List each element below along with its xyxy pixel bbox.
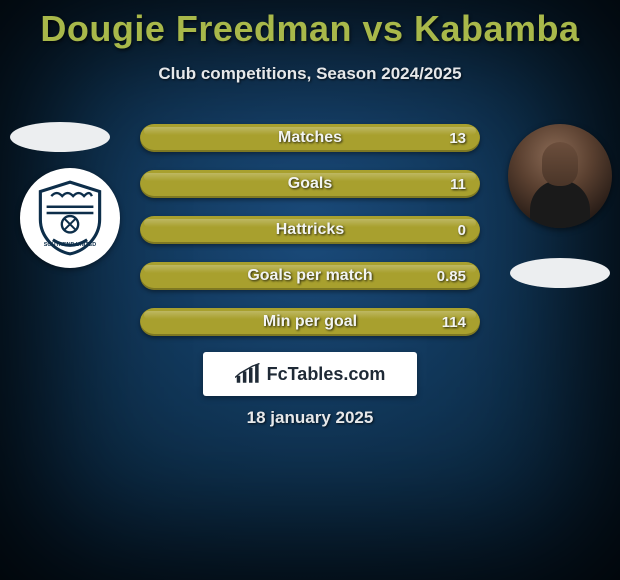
stat-bar: Matches 13	[140, 124, 480, 152]
stat-value: 0	[458, 216, 466, 244]
stat-label: Hattricks	[140, 216, 480, 244]
stat-value: 0.85	[437, 262, 466, 290]
brand-name: FcTables	[267, 364, 344, 384]
right-ellipse	[510, 258, 610, 288]
stat-bars: Matches 13 Goals 11 Hattricks 0 Goals pe…	[140, 124, 480, 354]
stat-label: Goals per match	[140, 262, 480, 290]
stat-value: 13	[449, 124, 466, 152]
stat-bar: Goals 11	[140, 170, 480, 198]
brand-suffix: .com	[343, 364, 385, 384]
left-ellipse	[10, 122, 110, 152]
stat-label: Matches	[140, 124, 480, 152]
stat-label: Goals	[140, 170, 480, 198]
page-title: Dougie Freedman vs Kabamba	[0, 0, 620, 50]
stat-bar: Min per goal 114	[140, 308, 480, 336]
svg-text:SOUTHEND UNITED: SOUTHEND UNITED	[44, 242, 96, 248]
subtitle: Club competitions, Season 2024/2025	[0, 64, 620, 84]
stat-bar: Hattricks 0	[140, 216, 480, 244]
stat-bar: Goals per match 0.85	[140, 262, 480, 290]
player-avatar-right	[508, 124, 612, 228]
date-label: 18 january 2025	[0, 408, 620, 428]
club-badge-left: SOUTHEND UNITED	[20, 168, 120, 268]
brand-text: FcTables.com	[267, 364, 386, 385]
stat-value: 11	[450, 170, 466, 198]
content: Dougie Freedman vs Kabamba Club competit…	[0, 0, 620, 580]
stat-value: 114	[442, 308, 466, 336]
brand-card: FcTables.com	[203, 352, 417, 396]
shield-icon: SOUTHEND UNITED	[31, 179, 109, 257]
bar-chart-icon	[235, 363, 263, 385]
stat-label: Min per goal	[140, 308, 480, 336]
